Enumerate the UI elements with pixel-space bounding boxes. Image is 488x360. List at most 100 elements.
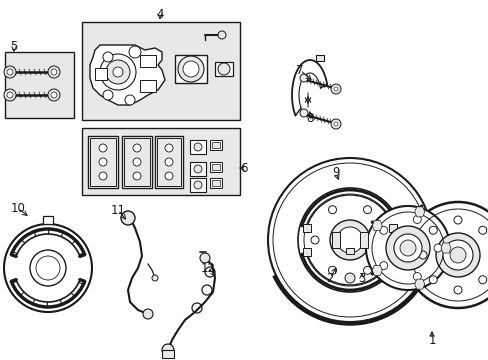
Circle shape bbox=[379, 226, 387, 234]
Bar bbox=[209, 162, 222, 172]
Polygon shape bbox=[414, 207, 424, 217]
Bar bbox=[122, 136, 152, 188]
Circle shape bbox=[453, 286, 461, 294]
Bar bbox=[43, 216, 53, 224]
Bar bbox=[82, 128, 240, 195]
Bar bbox=[215, 62, 232, 76]
Circle shape bbox=[433, 244, 441, 252]
Circle shape bbox=[299, 74, 307, 82]
Circle shape bbox=[336, 227, 362, 253]
Bar bbox=[315, 55, 324, 61]
Circle shape bbox=[453, 216, 461, 224]
Text: 1: 1 bbox=[427, 333, 435, 346]
Circle shape bbox=[162, 344, 174, 356]
Circle shape bbox=[4, 89, 16, 101]
Polygon shape bbox=[440, 243, 450, 253]
Text: 4: 4 bbox=[156, 9, 163, 22]
Circle shape bbox=[363, 206, 371, 214]
Polygon shape bbox=[90, 45, 164, 105]
Polygon shape bbox=[414, 279, 424, 289]
Circle shape bbox=[113, 67, 123, 77]
Bar bbox=[302, 224, 310, 232]
Bar bbox=[157, 138, 181, 186]
Circle shape bbox=[328, 266, 336, 274]
Circle shape bbox=[299, 109, 307, 117]
Text: 10: 10 bbox=[11, 202, 25, 215]
Bar bbox=[209, 178, 222, 188]
Circle shape bbox=[345, 273, 354, 283]
Text: 8: 8 bbox=[305, 112, 313, 125]
Bar bbox=[155, 136, 183, 188]
Circle shape bbox=[380, 236, 388, 244]
Circle shape bbox=[449, 247, 465, 263]
Circle shape bbox=[428, 276, 436, 284]
Bar bbox=[95, 68, 107, 80]
Circle shape bbox=[363, 266, 371, 274]
Circle shape bbox=[333, 87, 337, 91]
Circle shape bbox=[330, 119, 340, 129]
Circle shape bbox=[103, 52, 113, 62]
Bar bbox=[331, 232, 339, 248]
Circle shape bbox=[478, 276, 486, 284]
Bar bbox=[82, 22, 240, 120]
Circle shape bbox=[385, 226, 429, 270]
Circle shape bbox=[99, 158, 107, 166]
Bar bbox=[88, 136, 118, 188]
Bar bbox=[359, 232, 367, 248]
Bar bbox=[209, 140, 222, 150]
Circle shape bbox=[310, 236, 318, 244]
Circle shape bbox=[30, 250, 66, 286]
Circle shape bbox=[365, 206, 449, 290]
Circle shape bbox=[48, 66, 60, 78]
Circle shape bbox=[164, 158, 173, 166]
Bar bbox=[162, 350, 174, 358]
Bar bbox=[212, 142, 220, 148]
Circle shape bbox=[99, 144, 107, 152]
Bar bbox=[302, 248, 310, 256]
Circle shape bbox=[164, 172, 173, 180]
Circle shape bbox=[121, 211, 135, 225]
Text: 7: 7 bbox=[296, 63, 303, 77]
Text: 3: 3 bbox=[358, 271, 365, 284]
Circle shape bbox=[100, 54, 136, 90]
Circle shape bbox=[442, 240, 472, 270]
Bar bbox=[90, 138, 116, 186]
Circle shape bbox=[142, 309, 153, 319]
Circle shape bbox=[412, 216, 420, 224]
Circle shape bbox=[412, 273, 420, 280]
Text: 12: 12 bbox=[200, 261, 215, 274]
Circle shape bbox=[330, 84, 340, 94]
Circle shape bbox=[99, 172, 107, 180]
Circle shape bbox=[183, 61, 199, 77]
Circle shape bbox=[435, 233, 479, 277]
Circle shape bbox=[4, 224, 92, 312]
Circle shape bbox=[297, 188, 401, 292]
Polygon shape bbox=[371, 221, 382, 231]
Circle shape bbox=[7, 69, 13, 75]
Circle shape bbox=[133, 144, 141, 152]
Bar bbox=[190, 178, 205, 192]
Circle shape bbox=[428, 226, 436, 234]
Bar bbox=[212, 164, 220, 170]
Circle shape bbox=[218, 63, 229, 75]
Circle shape bbox=[329, 220, 369, 260]
Circle shape bbox=[393, 234, 421, 262]
Circle shape bbox=[178, 56, 203, 82]
Circle shape bbox=[125, 95, 135, 105]
Circle shape bbox=[333, 122, 337, 126]
Circle shape bbox=[194, 143, 202, 151]
Circle shape bbox=[51, 69, 57, 75]
Bar bbox=[140, 80, 156, 92]
Bar bbox=[140, 55, 156, 67]
Bar bbox=[5, 52, 74, 118]
Circle shape bbox=[194, 181, 202, 189]
Circle shape bbox=[133, 172, 141, 180]
Text: 11: 11 bbox=[110, 203, 125, 216]
Text: 9: 9 bbox=[331, 166, 339, 180]
Bar bbox=[124, 138, 150, 186]
Circle shape bbox=[152, 275, 158, 281]
Circle shape bbox=[133, 158, 141, 166]
Bar bbox=[388, 248, 397, 256]
Circle shape bbox=[404, 202, 488, 308]
Circle shape bbox=[48, 89, 60, 101]
